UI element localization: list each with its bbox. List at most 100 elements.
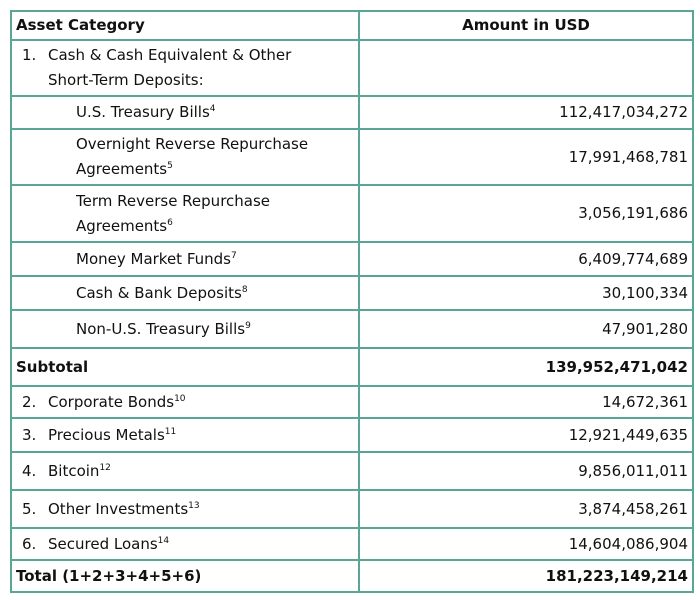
row: 3. Precious Metals11 12,921,449,635	[10, 417, 694, 453]
amount: 14,672,361	[602, 392, 688, 411]
label-wrap: Secured Loans14	[48, 532, 338, 557]
row: 4. Bitcoin12 9,856,011,011	[10, 451, 694, 491]
label-cell: 1. Cash & Cash Equivalent & Other Short-T…	[10, 39, 360, 97]
footnote-ref: 13	[188, 500, 200, 511]
label: Precious Metals	[48, 425, 165, 444]
amount: 3,056,191,686	[578, 204, 688, 222]
amount: 9,856,011,011	[578, 461, 688, 480]
amount: 6,409,774,689	[578, 249, 688, 268]
label-wrap: Corporate Bonds10	[48, 390, 338, 415]
footnote-ref: 5	[167, 161, 173, 171]
label: Cash & Cash Equivalent & Other Short-Ter…	[48, 46, 292, 89]
label: Cash & Bank Deposits	[76, 283, 242, 302]
footnote-ref: 14	[157, 535, 170, 546]
amount-cell: 3,056,191,686	[358, 184, 694, 243]
label-wrap: Term Reverse Repurchase Agreements6	[16, 189, 354, 239]
amount-cell: 17,991,468,781	[358, 128, 694, 186]
label: Total (1+2+3+4+5+6)	[16, 566, 202, 585]
footnote-ref: 12	[99, 462, 111, 473]
label-wrap: Cash & Bank Deposits8	[16, 281, 354, 306]
row: Total (1+2+3+4+5+6) 181,223,149,214	[10, 559, 694, 593]
label-cell: 2. Corporate Bonds10	[10, 385, 360, 419]
footnote-ref: 6	[167, 217, 173, 228]
header-cell: Amount in USD	[358, 10, 694, 41]
footnote-ref: 4	[209, 104, 216, 114]
amount: 12,921,449,635	[568, 425, 688, 444]
label-wrap: Money Market Funds7	[16, 247, 354, 272]
row: 1. Cash & Cash Equivalent & Other Short-T…	[10, 39, 694, 97]
label-cell: Money Market Funds7	[10, 241, 360, 277]
amount-cell: 181,223,149,214	[358, 559, 694, 593]
label-cell: Cash & Bank Deposits8	[10, 275, 360, 311]
amount: 139,952,471,042	[545, 357, 688, 376]
label-cell: 4. Bitcoin12	[10, 451, 360, 491]
item-number: 5.	[22, 499, 37, 518]
header-row: Asset Category Amount in USD	[10, 10, 694, 41]
label: Term Reverse Repurchase Agreements	[76, 191, 271, 235]
amount: 112,417,034,272	[559, 103, 688, 121]
footnote-ref: 7	[231, 250, 237, 261]
amount: 17,991,468,781	[568, 147, 688, 166]
amount-cell: 139,952,471,042	[358, 347, 694, 387]
amount-cell: 14,672,361	[358, 385, 694, 419]
amount-cell: 12,921,449,635	[358, 417, 694, 453]
label: Subtotal	[16, 357, 89, 376]
row: 5. Other Investments13 3,874,458,261	[10, 489, 694, 529]
row: Money Market Funds7 6,409,774,689	[10, 241, 694, 277]
label-cell: 6. Secured Loans14	[10, 527, 360, 561]
item-number: 3.	[22, 425, 37, 444]
label-wrap: U.S. Treasury Bills4	[16, 100, 354, 125]
label: Bitcoin	[48, 461, 100, 480]
label: Other Investments	[48, 499, 189, 518]
row: 2. Corporate Bonds10 14,672,361	[10, 385, 694, 419]
footnote-ref: 11	[164, 426, 177, 437]
label-cell: Overnight Reverse Repurchase Agreements5	[10, 128, 360, 186]
row: Overnight Reverse Repurchase Agreements5…	[10, 128, 694, 186]
amount-cell: 9,856,011,011	[358, 451, 694, 491]
row: 6. Secured Loans14 14,604,086,904	[10, 527, 694, 561]
label-wrap: Other Investments13	[48, 497, 338, 522]
amount-cell: 14,604,086,904	[358, 527, 694, 561]
item-number: 4.	[22, 461, 37, 480]
amount-cell: 112,417,034,272	[358, 95, 694, 130]
label-cell: U.S. Treasury Bills4	[10, 95, 360, 130]
row: Cash & Bank Deposits8 30,100,334	[10, 275, 694, 311]
item-number: 2.	[22, 392, 37, 411]
label-cell: Non-U.S. Treasury Bills9	[10, 309, 360, 349]
header-cell: Asset Category	[10, 10, 360, 41]
label-wrap: Overnight Reverse Repurchase Agreements5	[16, 132, 354, 182]
asset-table: Asset Category Amount in USD 1. Cash & Ca…	[10, 10, 694, 593]
item-number: 6.	[22, 534, 37, 553]
item-number: 1.	[22, 46, 37, 64]
label-cell: Subtotal	[10, 347, 360, 387]
label-cell: 5. Other Investments13	[10, 489, 360, 529]
label: Non-U.S. Treasury Bills	[76, 319, 246, 338]
label: Overnight Reverse Repurchase Agreements	[76, 135, 309, 178]
footnote-ref: 9	[245, 320, 251, 331]
amount: 47,901,280	[602, 319, 688, 338]
amount-cell: 3,874,458,261	[358, 489, 694, 529]
row: Term Reverse Repurchase Agreements6 3,056…	[10, 184, 694, 243]
label: Money Market Funds	[76, 249, 231, 268]
amount-cell	[358, 39, 694, 97]
row: Subtotal 139,952,471,042	[10, 347, 694, 387]
label-cell: 3. Precious Metals11	[10, 417, 360, 453]
amount-cell: 47,901,280	[358, 309, 694, 349]
amount-cell: 6,409,774,689	[358, 241, 694, 277]
label-cell: Total (1+2+3+4+5+6)	[10, 559, 360, 593]
footnote-ref: 10	[174, 393, 186, 404]
footnote-ref: 8	[241, 284, 248, 295]
amount: 3,874,458,261	[578, 499, 688, 518]
amount: 30,100,334	[602, 283, 688, 302]
label-wrap: Bitcoin12	[48, 459, 338, 484]
label: Secured Loans	[48, 534, 158, 553]
label: Corporate Bonds	[48, 392, 175, 411]
row: Non-U.S. Treasury Bills9 47,901,280	[10, 309, 694, 349]
amount: 14,604,086,904	[568, 534, 688, 553]
amount-cell: 30,100,334	[358, 275, 694, 311]
label-wrap: Non-U.S. Treasury Bills9	[16, 317, 354, 342]
label: U.S. Treasury Bills	[76, 103, 210, 121]
label-wrap: Precious Metals11	[48, 423, 338, 448]
row: U.S. Treasury Bills4 112,417,034,272	[10, 95, 694, 130]
